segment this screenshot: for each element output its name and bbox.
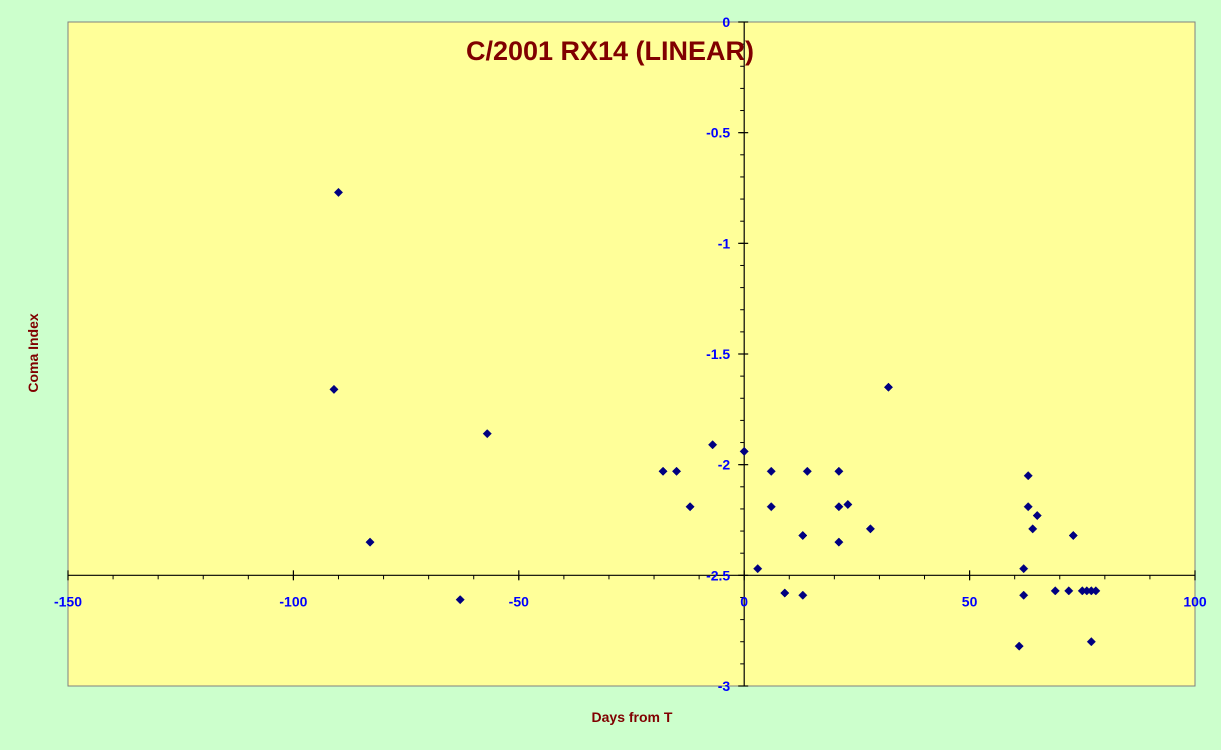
data-point bbox=[658, 466, 668, 476]
data-point bbox=[766, 466, 776, 476]
y-tick-label: -2 bbox=[718, 457, 731, 473]
data-point bbox=[1091, 586, 1101, 596]
y-tick-label: 0 bbox=[722, 14, 730, 30]
x-tick-label: 50 bbox=[962, 593, 978, 609]
data-point bbox=[1014, 641, 1024, 651]
data-point bbox=[834, 502, 844, 512]
data-point bbox=[672, 466, 682, 476]
y-tick-label: -3 bbox=[718, 678, 731, 694]
data-point bbox=[834, 466, 844, 476]
y-axis-title: Coma Index bbox=[25, 313, 41, 393]
x-axis-title: Days from T bbox=[592, 709, 673, 725]
data-points bbox=[329, 187, 1101, 651]
data-point bbox=[333, 187, 344, 197]
chart-title: C/2001 RX14 (LINEAR) bbox=[466, 36, 754, 66]
data-point bbox=[1019, 564, 1029, 574]
data-point bbox=[708, 440, 718, 450]
plot-area bbox=[67, 21, 1196, 687]
data-point bbox=[883, 382, 894, 392]
data-point bbox=[1064, 586, 1074, 596]
y-tick-label: -2.5 bbox=[706, 567, 730, 583]
y-tick-labels: 0 -0.5 -1 -1.5 -2 -2.5 -3 bbox=[706, 14, 749, 694]
data-point bbox=[843, 499, 853, 510]
data-point bbox=[739, 446, 749, 456]
x-tick-label: 0 bbox=[740, 593, 748, 609]
data-point bbox=[1019, 590, 1029, 600]
data-point bbox=[1068, 530, 1078, 541]
y-tick-label: -1.5 bbox=[706, 346, 730, 362]
data-point bbox=[802, 466, 812, 476]
data-point bbox=[1086, 637, 1096, 647]
data-point bbox=[753, 564, 763, 574]
x-tick-labels: -150 -100 -50 0 50 100 bbox=[54, 570, 1207, 609]
x-tick-label: -100 bbox=[279, 593, 307, 609]
data-point bbox=[365, 537, 375, 547]
data-point bbox=[1032, 511, 1042, 521]
x-tick-label: -50 bbox=[509, 593, 529, 609]
data-point bbox=[685, 502, 695, 512]
data-point bbox=[1050, 586, 1060, 596]
data-point bbox=[482, 429, 492, 439]
data-point bbox=[865, 524, 875, 534]
data-point bbox=[1023, 502, 1033, 512]
data-point bbox=[798, 590, 808, 600]
y-tick-label: -1 bbox=[718, 235, 731, 251]
data-point bbox=[780, 588, 790, 598]
data-point bbox=[798, 530, 808, 541]
data-point bbox=[455, 595, 465, 605]
y-tick-label: -0.5 bbox=[706, 125, 730, 141]
x-tick-label: 100 bbox=[1183, 593, 1207, 609]
x-tick-label: -150 bbox=[54, 593, 82, 609]
data-point bbox=[1023, 471, 1033, 481]
data-point bbox=[834, 537, 844, 547]
data-point bbox=[766, 502, 776, 512]
data-point bbox=[329, 384, 339, 394]
data-point bbox=[1028, 524, 1038, 534]
